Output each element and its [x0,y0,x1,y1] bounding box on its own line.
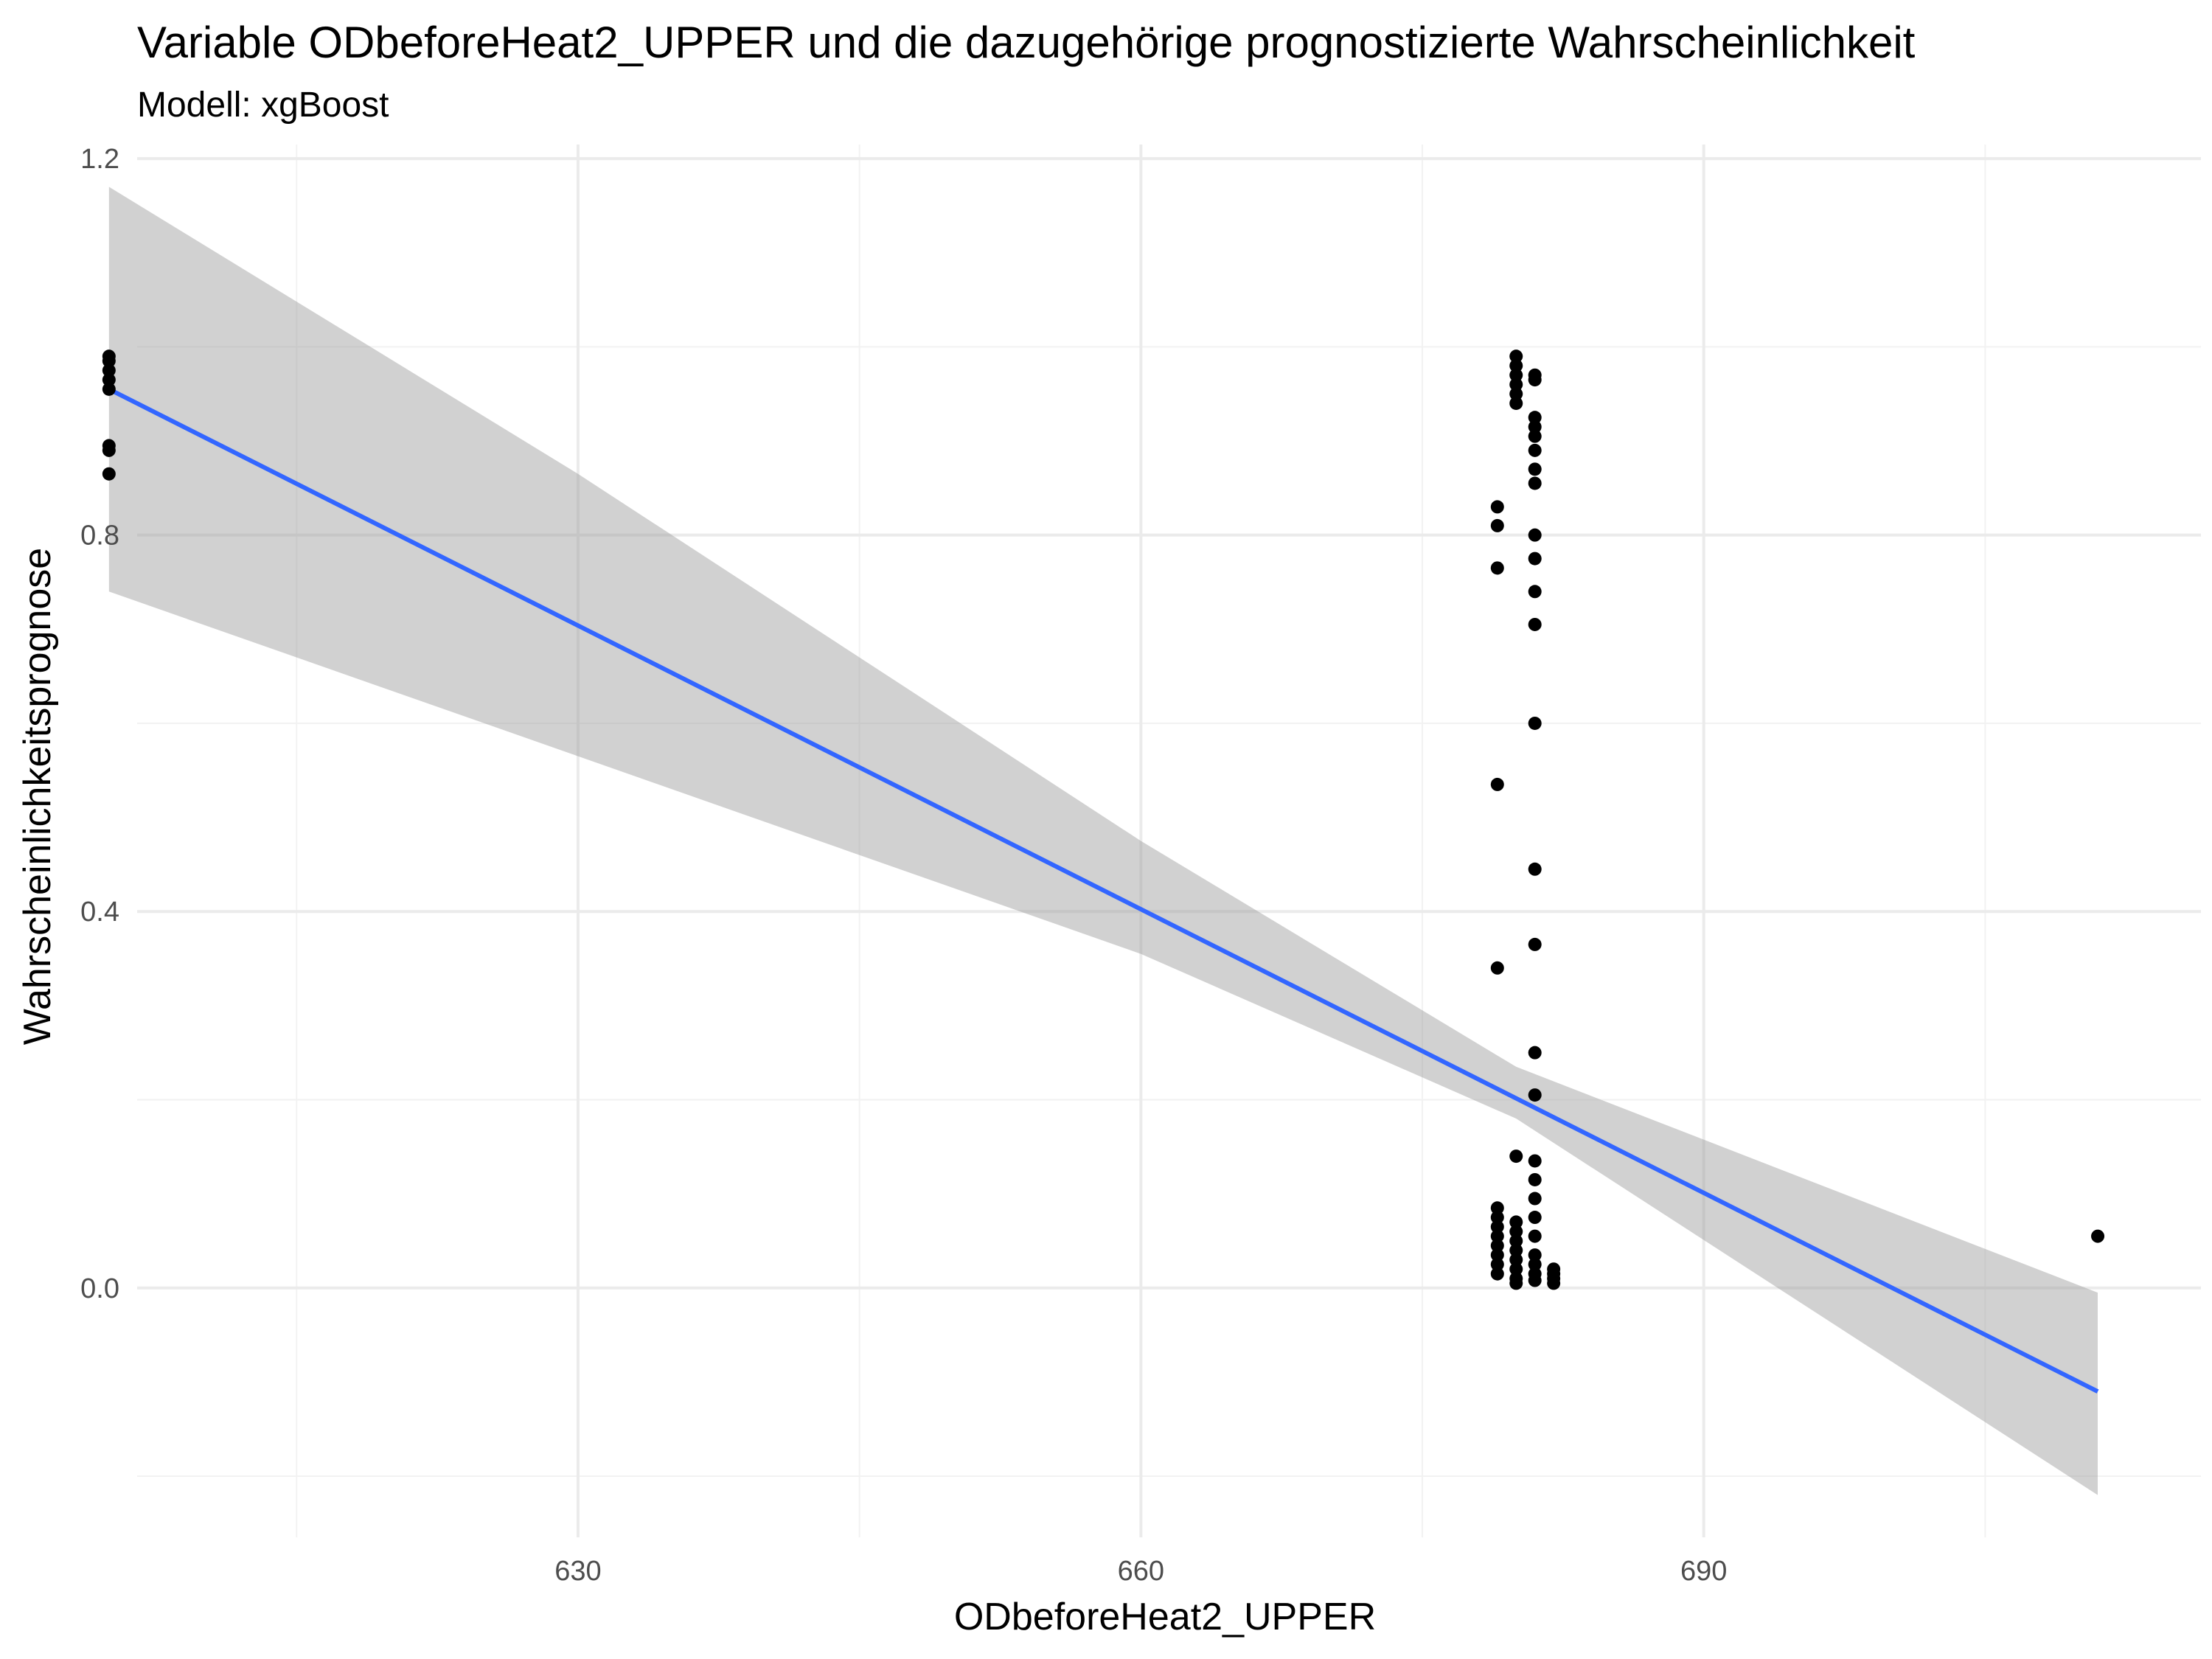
data-point [1509,1243,1523,1257]
y-axis-ticks: 0.0 0.4 0.8 1.2 [80,144,119,1304]
data-point [1528,1248,1542,1262]
x-tick-label: 630 [554,1556,601,1587]
data-point [1528,429,1542,443]
data-point [102,443,116,457]
data-point [102,382,116,396]
data-point [1509,1262,1523,1276]
data-point [1509,368,1523,382]
y-axis-title: Wahrscheinlichkeitsprognose [16,548,59,1045]
data-point [1509,1225,1523,1239]
data-point [1528,1192,1542,1206]
confidence-band [108,187,2098,1495]
data-point [1528,617,1542,631]
data-point [1509,1150,1523,1164]
data-point [1509,1276,1523,1290]
data-point [1528,373,1542,387]
y-tick-label: 0.0 [80,1273,119,1304]
data-point [1528,476,1542,490]
data-point [1509,1234,1523,1248]
data-point [1509,387,1523,401]
data-point [1528,462,1542,476]
y-tick-label: 1.2 [80,144,119,175]
data-point [1528,1088,1542,1102]
data-point [1528,1172,1542,1186]
data-points [102,349,2105,1290]
data-point [1528,1211,1542,1225]
data-point [1490,1257,1504,1271]
data-point [1528,585,1542,599]
data-point [1528,937,1542,951]
data-point [1490,1201,1504,1215]
x-tick-label: 690 [1680,1556,1727,1587]
data-point [1528,862,1542,876]
data-point [1528,1257,1542,1271]
y-tick-label: 0.8 [80,521,119,552]
fit-line [108,387,2099,1394]
data-point [1490,518,1504,532]
data-point [1490,500,1504,514]
fit-line-layer [108,387,2099,1394]
data-point [1509,358,1523,372]
data-point [1509,349,1523,364]
data-point [1509,1215,1523,1229]
data-point [1490,561,1504,575]
data-point [1490,777,1504,791]
x-axis-title: ODbeforeHeat2_UPPER [954,1596,1376,1638]
data-point [1528,552,1542,566]
data-point [102,373,116,387]
data-point [1509,1253,1523,1267]
major-grid [137,145,2201,1537]
data-point [1528,528,1542,542]
data-point [1509,378,1523,392]
data-point [1490,1211,1504,1225]
data-point [1528,443,1542,457]
data-point [1490,1229,1504,1243]
data-point [1490,1267,1504,1281]
chart-title: Variable ODbeforeHeat2_UPPER und die daz… [137,18,1916,67]
data-point [1528,716,1542,730]
minor-grid [137,145,2201,1537]
data-point [1490,1248,1504,1262]
data-point [1528,420,1542,434]
data-point [1490,1220,1504,1234]
y-tick-label: 0.4 [80,897,119,928]
data-point [1547,1276,1561,1290]
x-tick-label: 660 [1118,1556,1164,1587]
data-point [102,467,116,481]
confidence-band-layer [108,187,2098,1495]
data-point [1509,396,1523,410]
data-point [1528,411,1542,425]
chart-subtitle: Modell: xgBoost [137,86,389,125]
x-axis-ticks: 630 660 690 [554,1556,1727,1587]
data-point [1490,961,1504,975]
data-point [102,364,116,378]
data-point [1528,1154,1542,1168]
data-point [1528,1273,1542,1287]
data-point [102,354,116,368]
data-point [2091,1229,2105,1243]
data-point [1490,1239,1504,1253]
data-point [1528,1229,1542,1243]
data-point [1528,1046,1542,1060]
